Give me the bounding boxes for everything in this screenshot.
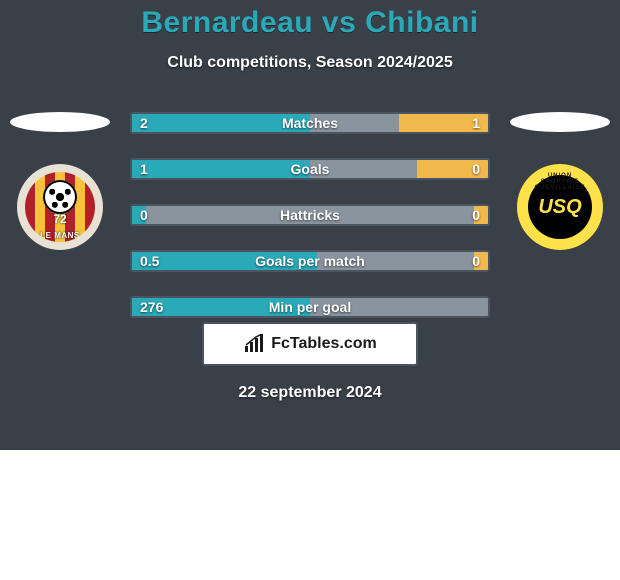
right-club-badge: UNION SPORTIVE QUEVILLAISE USQ [517, 164, 603, 250]
usq-ring-text: UNION SPORTIVE QUEVILLAISE [528, 173, 592, 191]
subtitle: Club competitions, Season 2024/2025 [0, 54, 620, 72]
vs-text: vs [322, 6, 356, 39]
stat-value-right [472, 298, 488, 316]
left-club-badge: 72 LE MANS [17, 164, 103, 250]
player-left-name: Bernardeau [141, 6, 313, 39]
lemans-crest: 72 LE MANS [25, 172, 95, 242]
usq-crest: UNION SPORTIVE QUEVILLAISE USQ [528, 175, 592, 239]
player-right-name: Chibani [365, 6, 479, 39]
stat-bar-right [474, 252, 488, 270]
date-text: 22 september 2024 [0, 384, 620, 402]
stat-bars: 21Matches 10Goals 00Hattricks 0.50Goals per… [130, 112, 490, 342]
stat-bar-right [474, 206, 488, 224]
soccer-ball-icon [43, 180, 77, 214]
left-player-column: 72 LE MANS [10, 112, 110, 250]
stat-bar-right [399, 114, 488, 132]
stat-bar-left [132, 206, 146, 224]
player-photo-placeholder-left [10, 112, 110, 132]
stat-bar-right [417, 160, 488, 178]
stat-bar-left [132, 160, 310, 178]
stat-bar-left [132, 298, 310, 316]
stat-row: 0.50Goals per match [130, 250, 490, 272]
player-photo-placeholder-right [510, 112, 610, 132]
stat-row: 10Goals [130, 158, 490, 180]
comparison-card: Bernardeau vs Chibani Club competitions,… [0, 0, 620, 450]
lemans-label: LE MANS [25, 231, 95, 240]
lemans-number: 72 [25, 212, 95, 226]
usq-monogram: USQ [538, 196, 581, 219]
title: Bernardeau vs Chibani [0, 0, 620, 40]
stat-row: 276Min per goal [130, 296, 490, 318]
right-player-column: UNION SPORTIVE QUEVILLAISE USQ [510, 112, 610, 250]
stat-label: Hattricks [132, 206, 488, 224]
stat-bar-left [132, 252, 317, 270]
stat-row: 00Hattricks [130, 204, 490, 226]
stat-row: 21Matches [130, 112, 490, 134]
stat-bar-left [132, 114, 310, 132]
